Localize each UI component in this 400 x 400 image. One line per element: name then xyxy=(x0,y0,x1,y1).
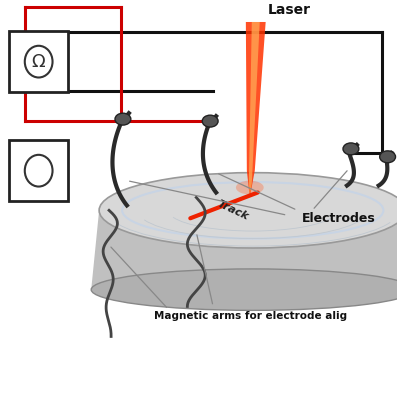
FancyBboxPatch shape xyxy=(9,31,68,92)
Text: Ω: Ω xyxy=(32,53,46,71)
Text: Track: Track xyxy=(216,199,250,222)
Ellipse shape xyxy=(115,113,131,125)
Polygon shape xyxy=(249,22,260,196)
Ellipse shape xyxy=(25,155,52,186)
Ellipse shape xyxy=(25,46,52,78)
FancyBboxPatch shape xyxy=(9,140,68,202)
Text: Laser: Laser xyxy=(268,3,311,17)
Ellipse shape xyxy=(202,115,218,127)
Text: Magnetic arms for electrode alig: Magnetic arms for electrode alig xyxy=(154,312,347,322)
Polygon shape xyxy=(246,22,266,198)
Ellipse shape xyxy=(380,151,396,163)
Ellipse shape xyxy=(236,180,264,194)
Text: Electrodes: Electrodes xyxy=(302,212,376,225)
Ellipse shape xyxy=(91,269,400,310)
Ellipse shape xyxy=(343,143,359,155)
Polygon shape xyxy=(91,210,400,290)
Ellipse shape xyxy=(99,173,400,248)
